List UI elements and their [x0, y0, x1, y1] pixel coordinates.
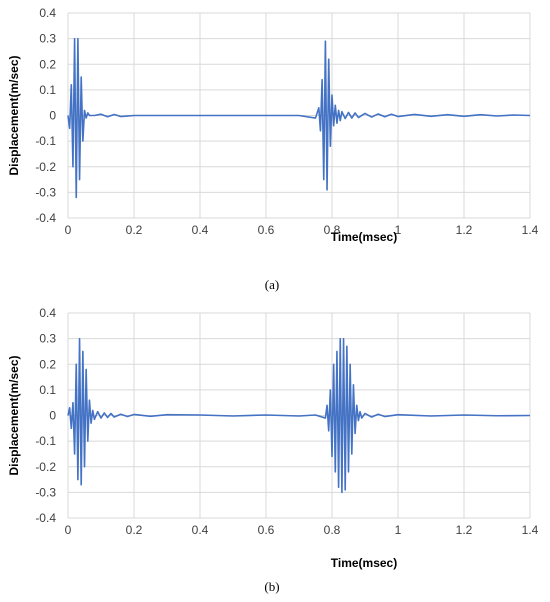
panel-caption: (b): [264, 579, 279, 594]
y-tick-label: -0.1: [35, 434, 56, 448]
y-tick-label: -0.4: [35, 511, 56, 525]
y-tick-label: -0.4: [35, 211, 56, 225]
y-tick-label: -0.2: [35, 160, 56, 174]
y-tick-label: -0.1: [35, 134, 56, 148]
x-tick-label: 1.4: [522, 223, 539, 237]
y-tick-label: 0.1: [39, 83, 56, 97]
y-axis-title: Displacement(m/sec): [7, 355, 21, 475]
x-axis-title: Time(msec): [331, 230, 397, 244]
x-tick-label: 0.6: [258, 223, 275, 237]
x-tick-label: 0.8: [324, 223, 341, 237]
series-line: [67, 37, 531, 199]
y-tick-label: 0: [49, 109, 56, 123]
x-tick-label: 1: [395, 523, 402, 537]
x-tick-label: 0.2: [126, 523, 143, 537]
x-tick-label: 1: [395, 223, 402, 237]
y-tick-label: 0.4: [39, 6, 56, 20]
y-tick-label: -0.3: [35, 185, 56, 199]
y-tick-label: 0.4: [39, 306, 56, 320]
x-tick-label: 0.8: [324, 523, 341, 537]
panel-caption: (a): [265, 277, 279, 292]
chart-panel-b: 0 0.2 0.4 0.6 0.8 1 1.2 1.4 0.4 0.3 0.2 0.1 0 -0.1 -0.…: [7, 306, 539, 594]
y-tick-label: 0.2: [39, 357, 56, 371]
y-tick-label: 0.1: [39, 383, 56, 397]
x-axis-title: Time(msec): [331, 556, 397, 570]
y-tick-label: -0.2: [35, 460, 56, 474]
x-tick-label: 1.2: [456, 523, 473, 537]
y-tick-label: -0.3: [35, 485, 56, 499]
x-tick-label: 1.2: [456, 223, 473, 237]
y-tick-label: 0.3: [39, 332, 56, 346]
x-tick-label: 0.4: [192, 223, 209, 237]
x-tick-label: 0.6: [258, 523, 275, 537]
y-tick-label: 0.3: [39, 32, 56, 46]
x-tick-label: 0: [65, 223, 72, 237]
y-axis-title: Displacement(m/sec): [7, 55, 21, 175]
x-tick-label: 1.4: [522, 523, 539, 537]
y-tick-label: 0: [49, 409, 56, 423]
x-tick-label: 0.2: [126, 223, 143, 237]
chart-panel-a: 0 0.2 0.4 0.6 0.8 1 1.2 1.4 0.4 0.3 0.2 0.1 0 -0.1 -0.…: [7, 6, 539, 292]
x-tick-label: 0.4: [192, 523, 209, 537]
x-tick-label: 0: [65, 523, 72, 537]
y-tick-label: 0.2: [39, 57, 56, 71]
series-line: [67, 337, 531, 494]
